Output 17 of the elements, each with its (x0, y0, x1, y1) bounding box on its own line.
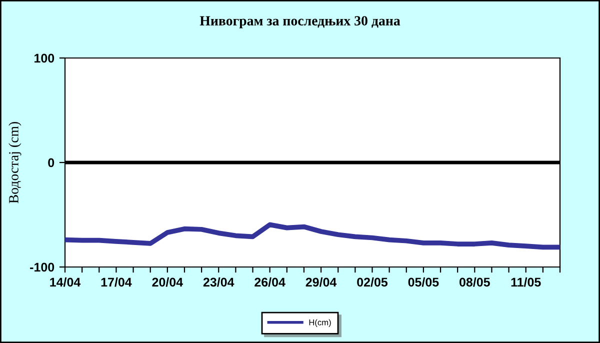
chart-title: Нивограм за последњих 30 дана (200, 16, 400, 28)
x-tick-label: 29/04 (306, 277, 337, 287)
x-tick-label: 11/05 (511, 277, 541, 287)
y-tick-label: -100 (30, 262, 54, 272)
x-tick-label: 23/04 (203, 277, 234, 287)
y-axis-title: Водостај (cm) (8, 122, 22, 204)
line-series (65, 222, 560, 250)
x-tick-label: 05/05 (408, 277, 439, 287)
x-tick-label: 08/05 (460, 277, 490, 287)
x-tick-label: 20/04 (152, 277, 183, 287)
legend-label: H(cm) (309, 319, 331, 328)
x-tick-label: 02/05 (357, 277, 388, 287)
x-tick-label: 26/04 (254, 277, 286, 287)
x-tick-label: 14/04 (50, 277, 81, 287)
y-tick-label: 0 (48, 158, 54, 168)
y-tick-label: 100 (34, 54, 54, 63)
x-tick-label: 17/04 (101, 277, 132, 287)
